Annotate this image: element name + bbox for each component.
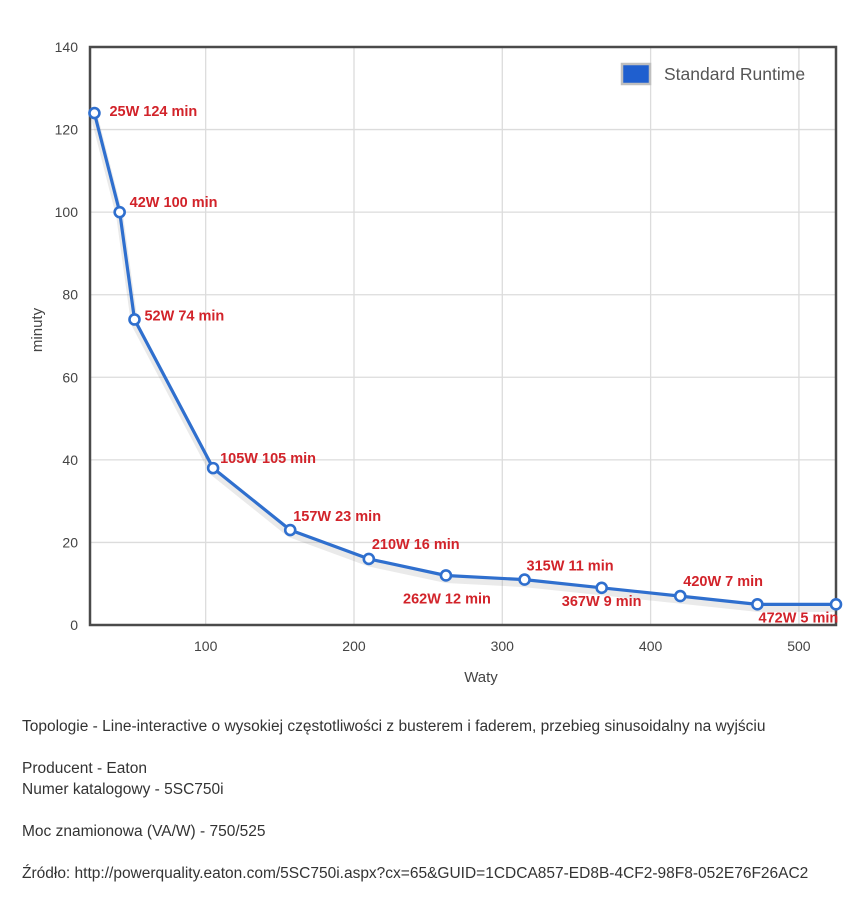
plot-area [90,47,836,625]
data-point [206,461,220,475]
data-point [283,523,297,537]
data-label: 42W 100 min [130,195,218,211]
series-standard-runtime [88,106,843,612]
x-tick-label: 100 [194,638,218,654]
x-tick-label: 200 [342,638,366,654]
data-label: 52W 74 min [144,308,224,324]
data-point [595,581,608,595]
data-point [439,569,453,582]
series-line [92,112,836,606]
data-point [673,589,687,603]
y-tick-label: 40 [62,452,78,468]
x-tick-label: 300 [491,638,515,654]
catalog-number-text: Numer katalogowy - 5SC750i [22,781,224,798]
x-tick-label: 500 [787,638,811,654]
data-point [751,598,764,611]
y-tick-label: 20 [62,534,78,550]
data-point [518,573,531,586]
data-point [829,598,843,611]
plot-frame [88,45,838,627]
data-labels: 25W 124 min 42W 100 min 52W 74 min 105W 105… [109,104,838,626]
y-axis-label: minuty [29,307,46,352]
data-label: 210W 16 min [372,537,460,553]
legend[interactable]: Standard Runtime [620,62,805,86]
data-label: 420W 7 min [683,574,763,590]
legend-swatch [620,62,652,86]
y-tick-label: 100 [55,204,79,220]
gridlines [90,46,836,626]
y-tick-label: 80 [62,287,78,303]
data-label: 157W 23 min [293,509,381,525]
data-point [88,106,101,120]
runtime-chart: 0 20 40 60 80 100 120 140 100 200 300 400 500 Waty m… [29,39,843,686]
data-label: 315W 11 min [527,559,614,575]
axes: 0 20 40 60 80 100 120 140 100 200 300 400 500 [55,39,838,654]
data-point [113,205,126,219]
x-tick-label: 400 [639,638,663,654]
topology-text: Topologie - Line-interactive o wysokiej … [22,718,766,735]
manufacturer-text: Producent - Eaton [22,760,147,777]
product-notes: Topologie - Line-interactive o wysokiej … [22,716,852,884]
y-tick-label: 120 [55,122,79,138]
x-axis-label: Waty [464,669,498,686]
rated-power-text: Moc znamionowa (VA/W) - 750/525 [22,823,266,840]
legend-label: Standard Runtime [664,64,805,84]
y-tick-label: 140 [55,39,79,55]
y-tick-label: 0 [70,617,78,633]
y-tick-label: 60 [62,369,78,385]
data-label: 367W 9 min [562,594,642,610]
data-label: 262W 12 min [403,591,491,607]
data-label: 105W 105 min [220,451,316,467]
data-point [128,313,141,326]
data-label: 472W 5 min [759,610,839,626]
data-point [362,552,376,566]
source-text: Źródło: http://powerquality.eaton.com/5S… [22,865,809,882]
data-label: 25W 124 min [109,104,197,120]
